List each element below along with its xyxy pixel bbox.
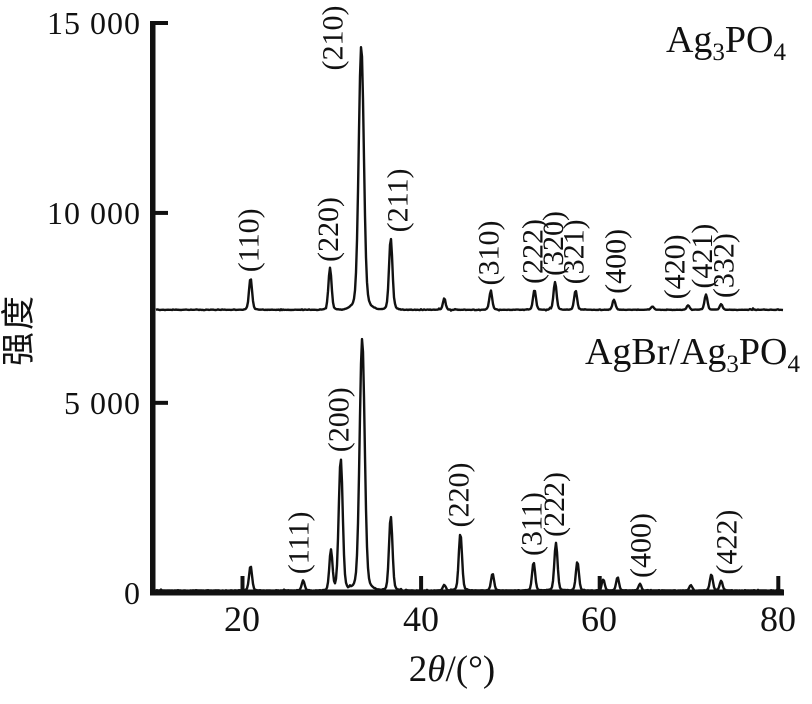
y-tick bbox=[155, 21, 168, 25]
x-tick-label-60: 60 bbox=[581, 599, 617, 639]
peak-label-AgBr/Ag3PO4-(222): (222) bbox=[538, 472, 571, 537]
x-tick bbox=[419, 576, 424, 590]
peak-label-Ag3PO4-(222): (222) bbox=[517, 219, 550, 284]
peak-label-Ag3PO4-(332): (332) bbox=[708, 233, 741, 298]
peak-label-Ag3PO4-(310): (310) bbox=[473, 221, 506, 286]
peak-label-AgBr/Ag3PO4-(311): (311) bbox=[516, 492, 549, 556]
peak-label-AgBr/Ag3PO4-(422): (422) bbox=[710, 510, 743, 575]
y-tick bbox=[155, 210, 168, 215]
y-tick-label-15000: 15 000 bbox=[47, 5, 141, 41]
title-bottom-sub1: 3 bbox=[726, 351, 739, 378]
title-bottom-sub2: 4 bbox=[787, 351, 801, 378]
peak-label-Ag3PO4-(421): (421) bbox=[686, 224, 719, 289]
x-tick bbox=[597, 576, 602, 590]
x-axis-label: 2θ/(°) bbox=[372, 651, 532, 689]
x-axis-spine bbox=[150, 589, 784, 596]
peak-label-AgBr/Ag3PO4-(220): (220) bbox=[442, 463, 475, 528]
y-tick-label-0: 0 bbox=[124, 575, 141, 611]
peak-label-AgBr/Ag3PO4-(111): (111) bbox=[283, 511, 316, 574]
x-tick bbox=[240, 576, 245, 590]
peak-label-AgBr/Ag3PO4-(400): (400) bbox=[625, 513, 658, 578]
peak-label-Ag3PO4-(110): (110) bbox=[233, 208, 266, 272]
x-tick-label-20: 20 bbox=[224, 599, 260, 639]
xrd-trace-Ag3PO4 bbox=[155, 46, 784, 312]
peak-label-Ag3PO4-(220): (220) bbox=[312, 197, 345, 262]
peak-label-Ag3PO4-(210): (210) bbox=[316, 5, 349, 70]
y-tick bbox=[155, 400, 168, 405]
y-axis-spine bbox=[150, 21, 156, 596]
peak-label-Ag3PO4-(320): (320) bbox=[537, 211, 570, 276]
title-top-part2: PO bbox=[724, 19, 774, 61]
title-top-part1: Ag bbox=[665, 19, 713, 61]
y-tick-label-10000: 10 000 bbox=[47, 195, 141, 231]
x-axis-label-suffix: /(°) bbox=[445, 649, 496, 690]
y-axis-label: 强度 bbox=[1, 294, 38, 366]
title-bottom-part2: PO bbox=[738, 331, 788, 373]
x-axis-label-theta: θ bbox=[427, 649, 446, 690]
title-top-sub2: 4 bbox=[773, 39, 787, 66]
xrd-trace-AgBr/Ag3PO4 bbox=[155, 337, 784, 594]
y-tick-label-5000: 5 000 bbox=[64, 385, 141, 421]
peak-label-Ag3PO4-(211): (211) bbox=[382, 168, 415, 232]
title-bottom-part1: AgBr/Ag bbox=[584, 331, 727, 373]
x-axis-label-prefix: 2 bbox=[408, 649, 428, 690]
peak-label-Ag3PO4-(400): (400) bbox=[600, 229, 633, 294]
series-title-ag3po4: Ag3PO4 bbox=[665, 19, 786, 66]
x-tick bbox=[776, 576, 781, 590]
peak-label-AgBr/Ag3PO4-(200): (200) bbox=[323, 387, 356, 452]
peak-label-Ag3PO4-(420): (420) bbox=[658, 234, 691, 299]
x-tick-label-80: 80 bbox=[760, 599, 796, 639]
series-title-agbr-ag3po4: AgBr/Ag3PO4 bbox=[584, 331, 800, 378]
title-top-sub1: 3 bbox=[712, 39, 725, 66]
x-tick-label-40: 40 bbox=[403, 599, 439, 639]
peak-label-Ag3PO4-(321): (321) bbox=[558, 219, 591, 284]
